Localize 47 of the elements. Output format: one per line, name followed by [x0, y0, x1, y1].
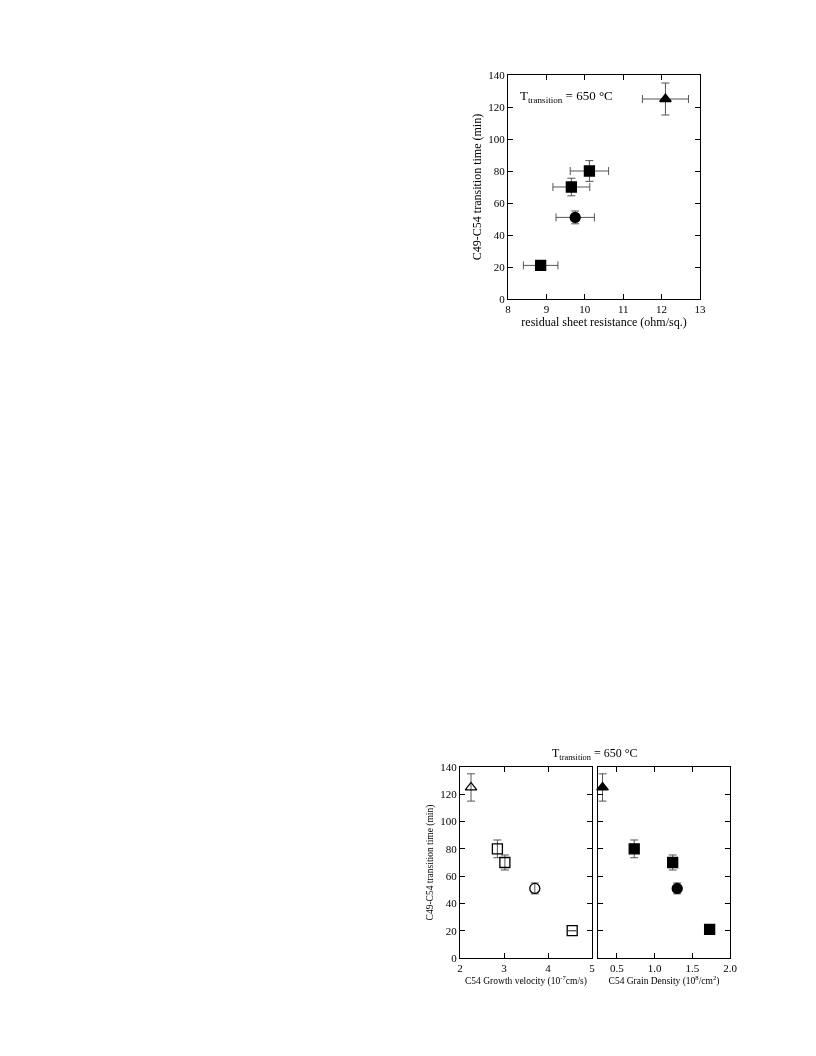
x-axis-title: C54 Grain Density (10$^{8}$/cm$^{2}$): [608, 974, 720, 988]
x-axis-title: residual sheet resistance (ohm/sq.): [521, 315, 687, 330]
x-tick-label: 9: [543, 303, 550, 316]
y-tick-label: 0: [499, 292, 506, 305]
x-tick-label: 8: [505, 303, 512, 316]
y-tick-label: 40: [493, 228, 506, 241]
y-tick-label: 0: [451, 951, 458, 964]
point: [659, 93, 672, 103]
y-tick-label: 120: [488, 100, 506, 113]
point: [703, 923, 716, 935]
x-tick-label: 0.5: [609, 962, 625, 975]
chart-title: T$_{transition}$ = 650 °C: [552, 746, 638, 762]
y-tick-label: 80: [493, 164, 506, 177]
y-tick-label: 20: [493, 260, 506, 273]
x-tick-label: 2: [457, 962, 463, 975]
y-tick-label: 120: [440, 788, 458, 801]
y-tick-label: 80: [445, 842, 458, 855]
point: [534, 259, 547, 272]
y-tick-label: 140: [440, 760, 458, 773]
x-tick-label: 4: [545, 962, 552, 975]
y-tick-label: 60: [445, 869, 458, 882]
y-tick-label: 140: [488, 68, 506, 81]
x-tick-label: 1.5: [685, 962, 700, 975]
x-tick-label: 2.0: [723, 962, 738, 975]
annotation: T$_{transition}$ = 650 °C: [520, 88, 613, 105]
point: [491, 843, 504, 855]
x-tick-label: 13: [694, 303, 706, 316]
y-axis-title: C49-C54 transition time (min): [469, 113, 484, 261]
x-tick-label: 10: [579, 303, 591, 316]
point: [464, 781, 478, 791]
point: [565, 181, 578, 193]
y-tick-label: 60: [493, 196, 506, 209]
y-tick-label: 40: [445, 897, 458, 910]
x-tick-label: 12: [656, 303, 668, 316]
y-axis-title: C49-C54 transition time (min): [425, 804, 437, 921]
y-tick-label: 100: [488, 132, 506, 145]
x-tick-label: 11: [617, 303, 629, 316]
y-tick-label: 100: [440, 815, 458, 828]
point: [596, 781, 609, 791]
x-tick-label: 1.0: [647, 962, 662, 975]
x-axis-title: C54 Growth velocity (10$^{-7}$cm/s): [465, 974, 587, 988]
x-tick-label: 5: [589, 962, 596, 975]
x-tick-label: 3: [501, 962, 508, 975]
point: [583, 165, 596, 177]
y-tick-label: 20: [445, 924, 458, 937]
point: [628, 843, 640, 855]
point: [566, 925, 578, 937]
